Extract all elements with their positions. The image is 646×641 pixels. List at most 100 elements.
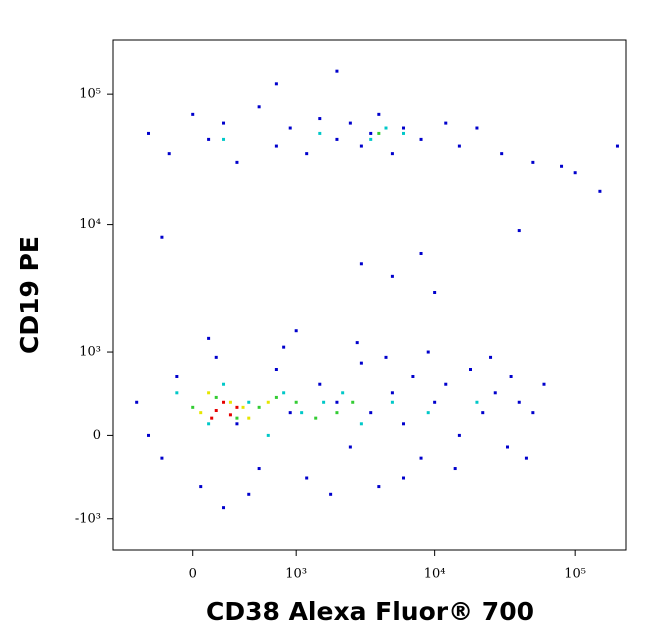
point [453,467,457,471]
point [369,137,373,141]
point [335,69,339,73]
x-tick-label: 0 [189,567,197,582]
point [384,126,388,130]
point [493,391,497,395]
point [359,361,363,365]
point [335,137,339,141]
point [433,400,437,404]
point [348,445,352,449]
point [598,189,602,193]
point [191,112,195,116]
point [305,152,309,156]
y-tick-label: 0 [93,428,101,443]
point [207,422,211,426]
y-tick-label: 10⁴ [79,217,101,232]
point [160,456,164,460]
point [257,105,261,109]
point [457,144,461,148]
point [329,492,333,496]
point [222,382,226,386]
point [199,485,203,489]
point [207,391,211,395]
point [214,355,218,359]
point [411,374,415,378]
point [175,374,179,378]
point [524,456,528,460]
y-tick-label: 10³ [79,345,101,360]
point [560,164,564,168]
point [377,485,381,489]
point [210,416,214,420]
point [426,411,430,415]
point [247,492,251,496]
point [288,411,292,415]
point [542,382,546,386]
point [274,144,278,148]
point [207,336,211,340]
y-tick-label: -10³ [75,511,101,526]
point [444,382,448,386]
plot-frame [112,39,627,551]
x-axis-title: CD38 Alexa Fluor® 700 [206,597,534,626]
point [282,391,286,395]
point [475,126,479,130]
point [355,341,359,345]
point [341,391,345,395]
point [505,445,509,449]
point [214,395,218,399]
point [160,235,164,239]
y-tick-label: 10⁵ [79,87,101,102]
point [348,121,352,125]
point [489,355,493,359]
point [390,274,394,278]
point [359,262,363,266]
point [322,400,326,404]
point [235,416,239,420]
point [175,391,179,395]
point [222,137,226,141]
point [241,405,245,409]
point [517,229,521,233]
point [500,152,504,156]
point [167,152,171,156]
point [433,290,437,294]
point [377,112,381,116]
point [481,411,485,415]
point [199,411,203,415]
point [531,411,535,415]
x-tick-label: 10⁴ [424,567,446,582]
point [402,422,406,426]
point [509,374,513,378]
point [335,400,339,404]
point [288,126,292,130]
point [147,433,151,437]
point [314,416,318,420]
point [402,126,406,130]
point [266,400,270,404]
point [235,405,239,409]
point [222,400,226,404]
point [300,411,304,415]
x-tick-label: 10³ [285,567,307,582]
point [274,368,278,372]
point [419,251,423,255]
point [228,413,232,417]
point [247,416,251,420]
point [369,411,373,415]
point [369,131,373,135]
point [359,422,363,426]
point [282,345,286,349]
point [531,160,535,164]
point [274,395,278,399]
point [390,391,394,395]
point [402,131,406,135]
point [257,467,261,471]
point [274,82,278,86]
point [247,400,251,404]
point [266,433,270,437]
point [257,405,261,409]
point [335,411,339,415]
point [318,117,322,121]
point [135,400,139,404]
point [222,121,226,125]
